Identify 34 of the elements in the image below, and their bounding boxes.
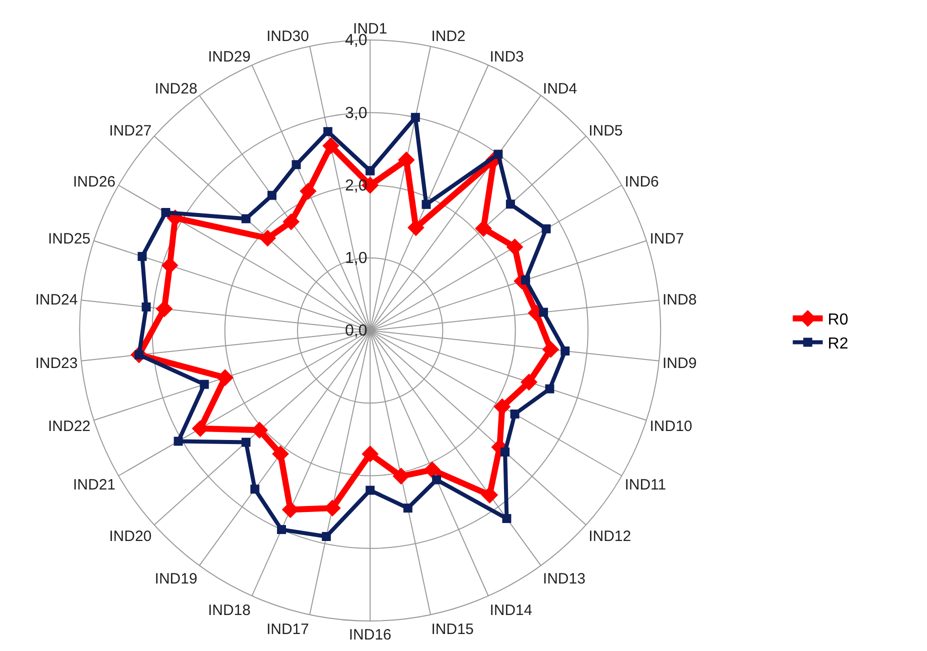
- spoke-label: IND18: [208, 602, 251, 619]
- spoke-label: IND17: [266, 620, 309, 638]
- spoke-label: IND20: [109, 528, 152, 546]
- spoke-label: IND29: [208, 48, 251, 66]
- spoke-label: IND5: [588, 122, 623, 140]
- spoke-label: IND26: [72, 174, 116, 191]
- spoke-label: IND2: [431, 28, 466, 46]
- spoke-label: IND4: [542, 80, 578, 98]
- legend-label: R0: [828, 312, 848, 329]
- spoke-label: IND30: [266, 28, 309, 46]
- spoke-label: IND28: [154, 80, 198, 98]
- spoke-label: IND27: [109, 122, 152, 140]
- spoke-label: IND7: [650, 230, 684, 248]
- spoke-label: IND13: [542, 570, 586, 588]
- spoke-label: IND23: [35, 355, 78, 372]
- spoke-label: IND21: [72, 476, 116, 494]
- spoke-label: IND14: [490, 602, 532, 619]
- spoke-label: IND19: [154, 570, 198, 588]
- spoke-label: IND12: [588, 528, 632, 546]
- spoke-label: IND10: [650, 418, 692, 435]
- y-tick-label: 3,0: [344, 104, 368, 122]
- spoke-label: IND6: [624, 174, 659, 191]
- spoke-label: IND24: [35, 292, 78, 309]
- legend-label: R2: [828, 335, 848, 352]
- spoke-label: IND16: [348, 626, 392, 644]
- y-tick-label: 0,0: [344, 322, 368, 340]
- y-tick-label: 1,0: [344, 250, 368, 268]
- spoke-label: IND22: [48, 418, 91, 435]
- spoke-label: IND25: [48, 230, 91, 248]
- spoke-label: IND9: [662, 355, 697, 372]
- spoke-label: IND3: [490, 48, 524, 66]
- spoke-label: IND8: [662, 292, 697, 309]
- spoke-label: IND11: [624, 476, 666, 494]
- spoke-label: IND15: [431, 620, 474, 638]
